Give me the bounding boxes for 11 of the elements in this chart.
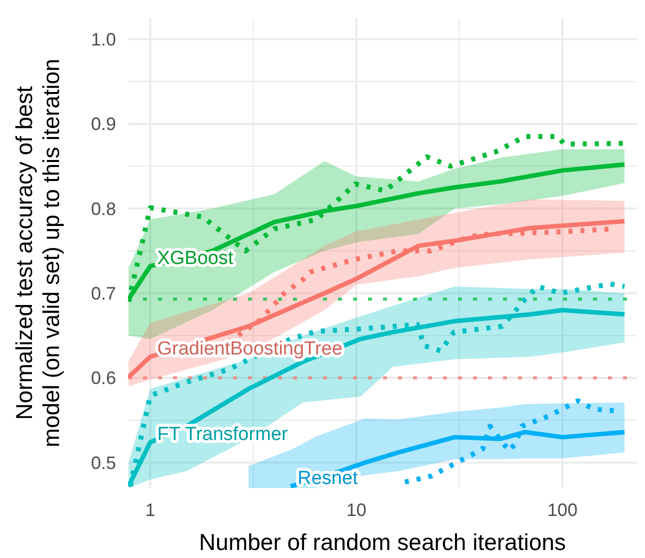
y-tick-label: 0.5 <box>90 452 116 473</box>
y-tick-label: 0.6 <box>90 368 116 388</box>
x-tick-label: 1 <box>145 500 156 520</box>
x-axis-title: Number of random search iterations <box>199 529 566 555</box>
x-tick-label: 10 <box>346 500 366 520</box>
y-tick-label: 0.9 <box>90 114 116 134</box>
y-tick-label: 0.7 <box>90 284 116 304</box>
x-tick-label: 100 <box>547 500 578 520</box>
y-tick-label: 0.8 <box>90 198 116 219</box>
y-axis-title: Normalized test accuracy of best model (on valid set) up to this iteration <box>11 58 64 448</box>
y-tick-label: 1.0 <box>90 29 116 50</box>
